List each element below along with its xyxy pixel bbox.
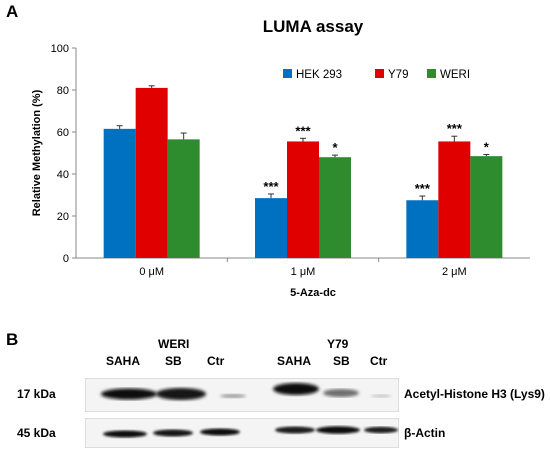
y-tick-label: 40 xyxy=(57,169,69,181)
x-tick-label: 2 μM xyxy=(442,266,467,278)
significance-label: *** xyxy=(415,181,431,196)
y-axis-label: Relative Methylation (%) xyxy=(31,89,43,216)
x-axis-label: 5-Aza-dc xyxy=(290,287,336,299)
lane-label-y79-sb: SB xyxy=(333,354,350,368)
bar-y79 xyxy=(287,141,319,258)
bar-hek-293 xyxy=(103,128,136,258)
bar-weri xyxy=(470,156,503,258)
lane-label-weri-ctr: Ctr xyxy=(207,354,225,368)
lane-label-weri-sb: SB xyxy=(165,354,182,368)
y-tick-label: 100 xyxy=(51,43,69,55)
panel-a-letter: A xyxy=(6,2,19,21)
significance-label: * xyxy=(332,140,338,155)
blot-group-weri: WERI xyxy=(158,337,190,351)
y-tick-label: 60 xyxy=(57,127,69,139)
lane-label-weri-saha: SAHA xyxy=(106,354,141,368)
y-tick-label: 0 xyxy=(63,253,69,265)
y-tick-label: 20 xyxy=(57,211,69,223)
legend-swatch xyxy=(427,69,436,78)
blot-strip-acetyl-h3 xyxy=(85,378,399,412)
legend-label: HEK 293 xyxy=(296,69,342,81)
chart-title: LUMA assay xyxy=(263,17,364,36)
legend-label: Y79 xyxy=(388,69,408,81)
significance-label: *** xyxy=(263,179,279,194)
row-protein-label: β-Actin xyxy=(404,426,446,440)
bar-weri xyxy=(167,139,200,258)
x-tick-label: 1 μM xyxy=(291,266,316,278)
significance-label: * xyxy=(484,139,490,154)
bar-hek-293 xyxy=(255,198,287,258)
x-tick-label: 0 μM xyxy=(139,266,164,278)
bar-weri xyxy=(319,157,351,258)
row-size-label: 17 kDa xyxy=(17,387,56,401)
lane-label-y79-saha: SAHA xyxy=(277,354,312,368)
legend-swatch xyxy=(375,69,384,78)
row-protein-label: Acetyl-Histone H3 (Lys9) xyxy=(404,387,545,401)
panel-b-letter: B xyxy=(6,330,19,349)
lane-label-y79-ctr: Ctr xyxy=(370,354,388,368)
significance-label: *** xyxy=(447,121,463,136)
legend-label: WERI xyxy=(440,69,470,81)
bar-hek-293 xyxy=(406,200,439,258)
bar-y79 xyxy=(438,141,471,258)
y-tick-label: 80 xyxy=(57,85,69,97)
significance-label: *** xyxy=(295,123,311,138)
legend-swatch xyxy=(283,69,292,78)
blot-group-y79: Y79 xyxy=(327,337,349,351)
blot-strip-beta-actin xyxy=(85,418,399,448)
row-size-label: 45 kDa xyxy=(17,426,56,440)
bar-y79 xyxy=(135,87,168,259)
